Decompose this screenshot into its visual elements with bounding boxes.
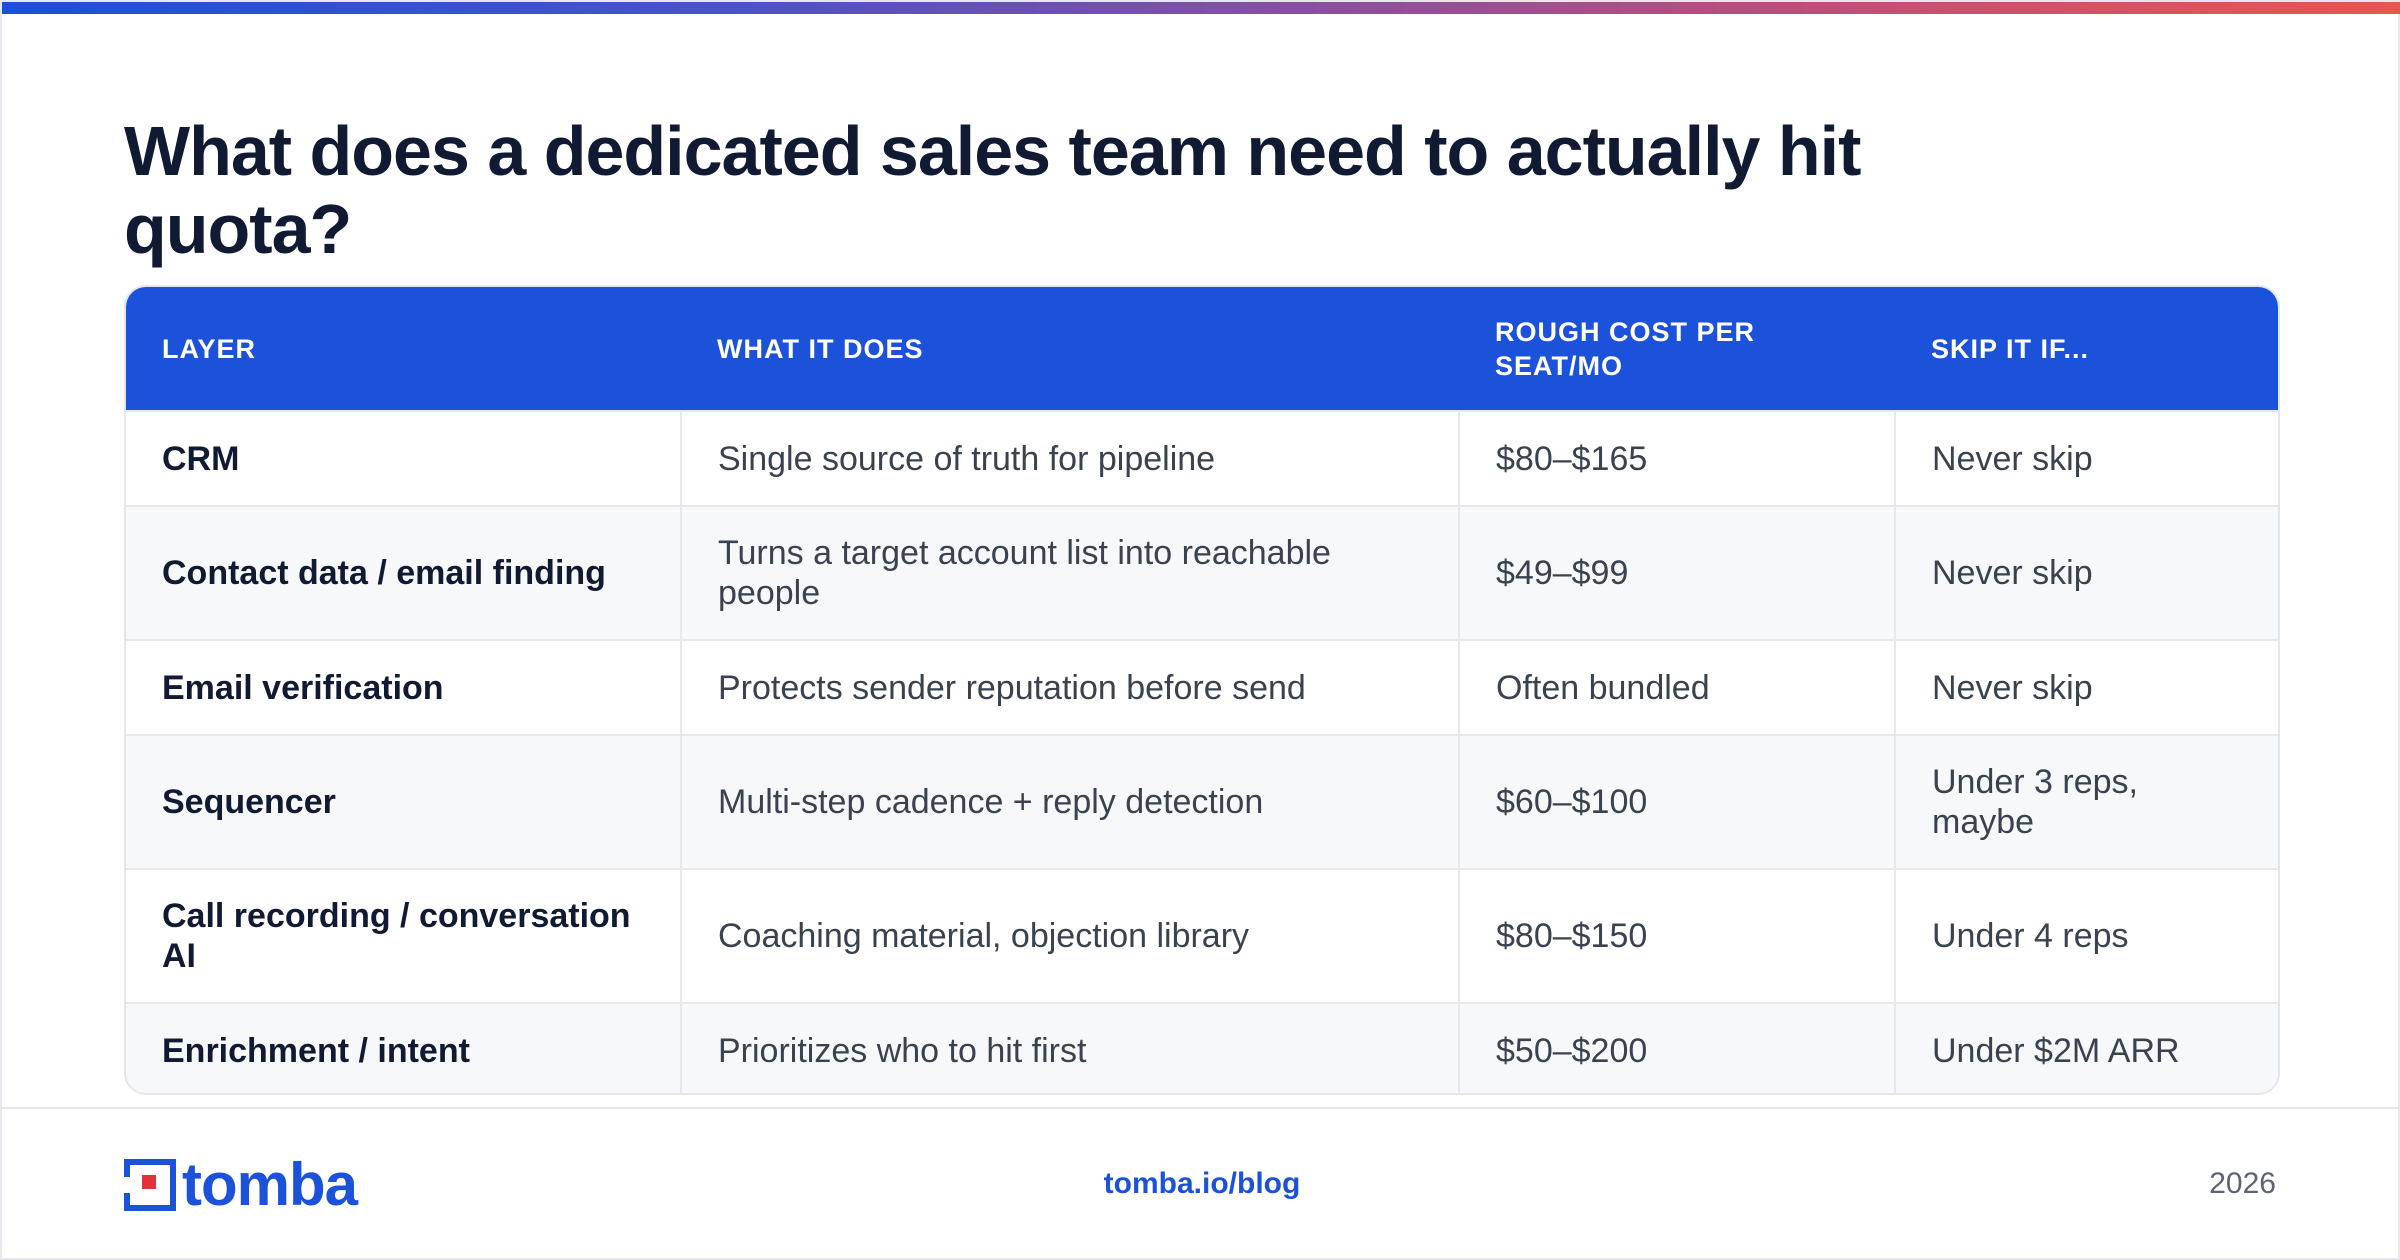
gradient-top-bar	[2, 2, 2400, 14]
cell-what-it-does: Multi-step cadence + reply detection	[680, 734, 1459, 869]
table-row: Email verification Protects sender reput…	[126, 639, 2278, 735]
sales-stack-table: LAYER WHAT IT DOES ROUGH COST PER SEAT/M…	[126, 287, 2278, 1093]
header-rough-cost: ROUGH COST PER SEAT/MO	[1495, 316, 1756, 381]
table-row: Call recording / conversation AI Coachin…	[126, 868, 2278, 1003]
cell-layer: Contact data / email finding	[126, 505, 681, 640]
cell-skip-if: Never skip	[1894, 505, 2278, 640]
cell-layer: Email verification	[126, 639, 681, 735]
header-skip-it-if: SKIP IT IF...	[1931, 333, 2090, 364]
cell-what-it-does: Coaching material, objection library	[680, 868, 1459, 1003]
header-layer: LAYER	[162, 333, 257, 364]
tomba-logo[interactable]: tomba	[124, 1151, 358, 1218]
footer-divider	[2, 1107, 2400, 1109]
logo-wordmark: tomba	[182, 1151, 358, 1218]
cell-cost: $50–$200	[1458, 1002, 1895, 1093]
cell-skip-if: Never skip	[1894, 410, 2278, 506]
cell-cost: $80–$150	[1458, 868, 1895, 1003]
table-row: CRM Single source of truth for pipeline …	[126, 410, 2278, 506]
cell-cost: $49–$99	[1458, 505, 1895, 640]
table-row: Contact data / email finding Turns a tar…	[126, 505, 2278, 640]
cell-what-it-does: Protects sender reputation before send	[680, 639, 1459, 735]
table-row: Enrichment / intent Prioritizes who to h…	[126, 1002, 2278, 1093]
cell-layer: CRM	[126, 410, 681, 506]
header-what-it-does: WHAT IT DOES	[717, 333, 924, 364]
cell-layer: Sequencer	[126, 734, 681, 869]
cell-skip-if: Under $2M ARR	[1894, 1002, 2278, 1093]
blog-link[interactable]: tomba.io/blog	[1103, 1167, 1301, 1200]
tomba-mark-icon	[124, 1159, 176, 1211]
footer-year: 2026	[2209, 1167, 2276, 1200]
cell-skip-if: Never skip	[1894, 639, 2278, 735]
cell-what-it-does: Single source of truth for pipeline	[680, 410, 1459, 506]
table-header-row: LAYER WHAT IT DOES ROUGH COST PER SEAT/M…	[126, 287, 2278, 411]
cell-what-it-does: Turns a target account list into reachab…	[680, 505, 1459, 640]
comparison-table-container: LAYER WHAT IT DOES ROUGH COST PER SEAT/M…	[124, 285, 2280, 1095]
cell-cost: Often bundled	[1458, 639, 1895, 735]
cell-layer: Enrichment / intent	[126, 1002, 681, 1093]
cell-skip-if: Under 4 reps	[1894, 868, 2278, 1003]
table-row: Sequencer Multi-step cadence + reply det…	[126, 734, 2278, 869]
cell-what-it-does: Prioritizes who to hit first	[680, 1002, 1459, 1093]
page-title: What does a dedicated sales team need to…	[124, 112, 1861, 268]
cell-skip-if: Under 3 reps, maybe	[1894, 734, 2278, 869]
cell-cost: $60–$100	[1458, 734, 1895, 869]
cell-cost: $80–$165	[1458, 410, 1895, 506]
cell-layer: Call recording / conversation AI	[126, 868, 681, 1003]
